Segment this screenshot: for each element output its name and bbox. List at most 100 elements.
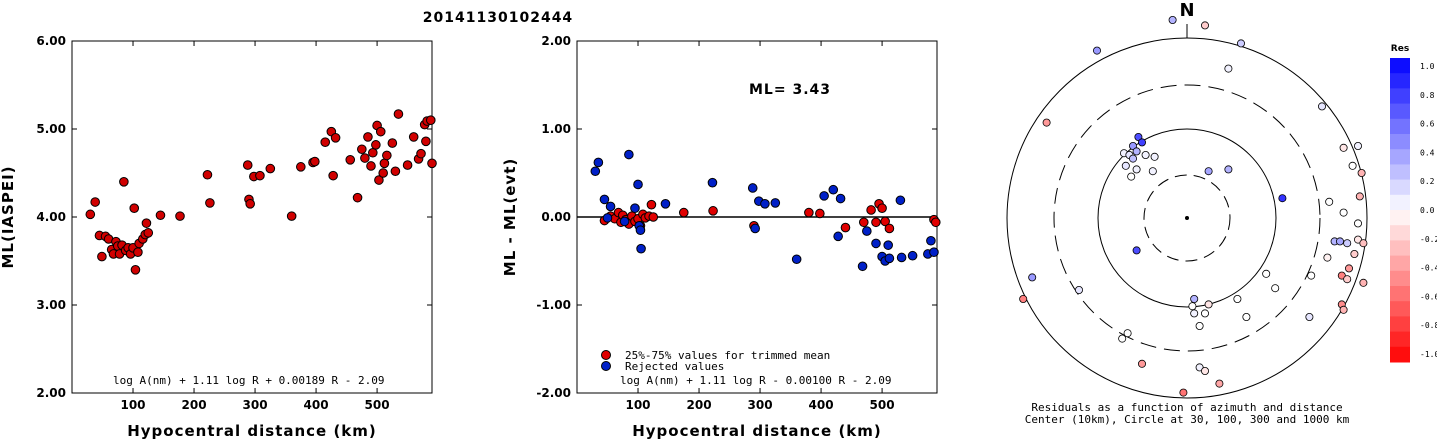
- y-tick-label: 5.00: [36, 122, 66, 136]
- data-point: [265, 163, 276, 174]
- y-tick-label: 4.00: [36, 210, 66, 224]
- colorbar-ticks: 1.0 0.8 0.6 0.4 0.2 0.0 -0.2 -0.4 -0.6 -0.8 -1.0: [1420, 62, 1437, 359]
- data-point: [602, 213, 613, 223]
- colorbar-cell: [1390, 210, 1410, 226]
- colorbar-tick-label: 0.0: [1420, 206, 1435, 215]
- residual-point: [1339, 305, 1348, 314]
- residual-point: [1224, 64, 1233, 73]
- y-tick-label: -2.00: [536, 386, 571, 400]
- y-tick-label: 2.00: [36, 386, 66, 400]
- residual-point: [1042, 118, 1051, 127]
- data-point: [366, 161, 376, 171]
- data-point: [877, 203, 887, 213]
- data-point: [255, 170, 265, 181]
- data-point: [593, 157, 604, 168]
- data-point: [330, 133, 341, 143]
- data-point: [884, 253, 895, 264]
- colorbar-cell: [1390, 179, 1410, 196]
- colorbar: Res 1.0 0.8 0.6 0.4 0.2 0.0 -0.2 -0.4 -0.6 -0.8 -1…: [1390, 44, 1437, 363]
- data-point: [133, 247, 143, 257]
- residual-point: [1134, 132, 1143, 141]
- data-point: [708, 206, 718, 216]
- residual-point: [1129, 154, 1138, 163]
- data-points: [590, 149, 941, 272]
- data-point: [119, 177, 129, 187]
- data-point: [590, 166, 601, 177]
- colorbar-tick-label: 0.4: [1420, 148, 1435, 157]
- x-axis-label: Hypocentral distance (km): [632, 422, 882, 440]
- colorbar-title: Res: [1391, 44, 1409, 54]
- colorbar-cell: [1390, 88, 1410, 105]
- colorbar-cell: [1390, 316, 1410, 333]
- x-axis-label: Hypocentral distance (km): [127, 422, 377, 440]
- x-tick-label: 500: [870, 398, 895, 412]
- y-tick-label: 0.00: [541, 210, 571, 224]
- residual-point: [1179, 388, 1188, 397]
- data-point: [635, 225, 646, 235]
- data-point: [871, 217, 881, 228]
- data-point: [242, 160, 253, 170]
- y-axis-label: ML(IASPEI): [0, 165, 17, 268]
- colorbar-cell: [1390, 164, 1410, 181]
- data-point: [930, 217, 941, 228]
- residual-point: [1350, 249, 1359, 258]
- data-points: [1019, 15, 1368, 397]
- residual-point: [1118, 334, 1127, 343]
- data-point: [862, 226, 872, 236]
- data-point: [630, 203, 640, 213]
- colorbar-cell: [1390, 134, 1410, 150]
- residual-point: [1190, 294, 1199, 303]
- colorbar-cell: [1390, 331, 1410, 348]
- colorbar-cell: [1390, 301, 1410, 317]
- data-point: [833, 231, 843, 242]
- data-point: [368, 147, 378, 158]
- data-point: [202, 169, 213, 180]
- north-label: N: [1179, 0, 1194, 21]
- y-tick-label: 2.00: [541, 34, 571, 48]
- colorbar-tick-label: -0.8: [1420, 321, 1437, 330]
- data-point: [374, 175, 384, 185]
- ring-30km: [1143, 174, 1231, 262]
- residual-point: [1318, 102, 1327, 111]
- data-point: [421, 136, 431, 147]
- residual-point: [1354, 235, 1363, 244]
- y-tick-label: 6.00: [36, 34, 66, 48]
- data-point: [345, 155, 356, 165]
- residual-point: [1129, 141, 1138, 150]
- colorbar-cell: [1390, 58, 1410, 74]
- data-point: [393, 109, 404, 119]
- polar-residual-panel: N Residuals as a function of azimuth and…: [1006, 0, 1368, 426]
- residual-point: [1325, 197, 1334, 206]
- data-point: [310, 156, 320, 167]
- colorbar-cell: [1390, 286, 1410, 302]
- ml-vs-distance-panel: 2.00 3.00 4.00 5.00 6.00 100 200 300 400 500 ML(…: [0, 34, 437, 440]
- data-point: [387, 138, 398, 148]
- residual-point: [1355, 192, 1364, 201]
- data-point: [770, 198, 781, 208]
- residual-point: [1132, 165, 1141, 174]
- data-point: [360, 153, 370, 163]
- data-point: [605, 201, 616, 212]
- residual-point: [1323, 253, 1332, 262]
- residual-point: [1354, 141, 1363, 150]
- data-point: [858, 217, 869, 228]
- figure-title: 20141130102444: [423, 10, 573, 26]
- residual-point: [1339, 208, 1348, 217]
- y-ticks: -2.00 -1.00 0.00 1.00 2.00: [536, 34, 937, 400]
- residual-point: [1204, 167, 1213, 176]
- residual-point: [1141, 150, 1150, 159]
- data-point: [352, 192, 363, 203]
- residual-point: [1148, 167, 1157, 176]
- data-point: [815, 208, 825, 219]
- data-point: [840, 222, 851, 233]
- data-point: [871, 238, 881, 249]
- residual-point: [1343, 275, 1352, 284]
- data-point: [707, 177, 718, 188]
- data-point: [363, 132, 373, 142]
- data-point: [819, 191, 829, 201]
- residual-point: [1204, 300, 1213, 309]
- data-point: [828, 184, 839, 195]
- x-tick-label: 500: [365, 398, 390, 412]
- colorbar-cell: [1390, 240, 1410, 257]
